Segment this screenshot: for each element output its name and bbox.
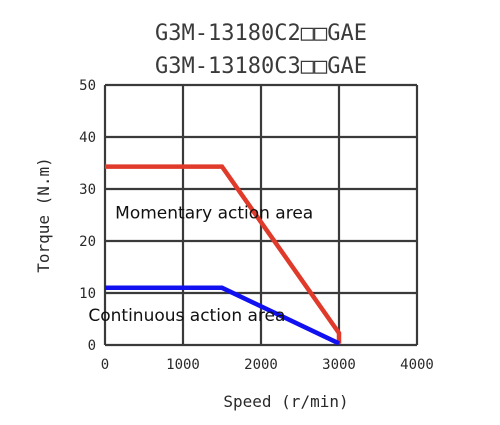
y-tick-label-1: 10 bbox=[79, 286, 96, 302]
x-axis-label: Speed (r/min) bbox=[223, 392, 348, 411]
x-tick-label-1: 1000 bbox=[166, 357, 200, 373]
y-tick-label-2: 20 bbox=[79, 234, 96, 250]
series-line-1 bbox=[105, 285, 340, 346]
chart-title-line-2: G3M-13180C3□□GAE bbox=[155, 54, 367, 79]
y-tick-label-0: 0 bbox=[88, 338, 96, 354]
series-line-0 bbox=[105, 164, 342, 344]
chart-title-line-1: G3M-13180C2□□GAE bbox=[155, 21, 367, 46]
annotation-1: Continuous action area bbox=[88, 306, 285, 326]
x-tick-label-2: 2000 bbox=[244, 357, 278, 373]
y-tick-label-5: 50 bbox=[79, 78, 96, 94]
x-tick-label-3: 3000 bbox=[322, 357, 356, 373]
x-tick-label-0: 0 bbox=[101, 357, 109, 373]
y-tick-label-3: 30 bbox=[79, 182, 96, 198]
grid bbox=[103, 83, 419, 347]
data-series bbox=[105, 164, 342, 346]
x-tick-label-4: 4000 bbox=[400, 357, 434, 373]
y-axis-label: Torque (N.m) bbox=[34, 157, 53, 273]
y-tick-label-4: 40 bbox=[79, 130, 96, 146]
annotation-0: Momentary action area bbox=[115, 204, 313, 224]
annotations: Momentary action area Continuous action a… bbox=[88, 204, 313, 326]
tick-labels: 0 1000 2000 3000 4000 0 10 20 30 40 50 bbox=[79, 78, 434, 373]
